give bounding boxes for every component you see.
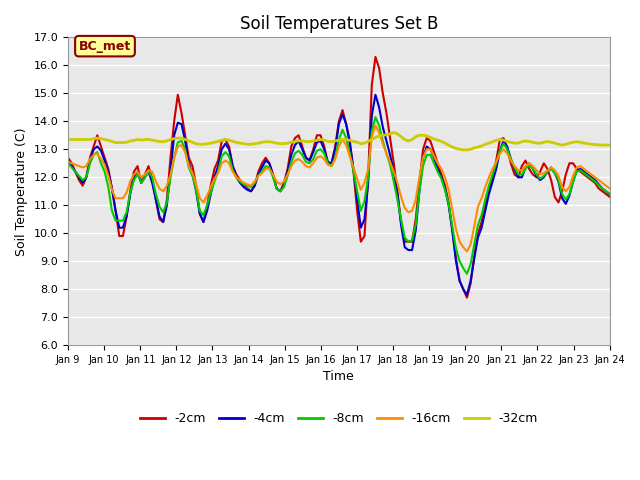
- Text: BC_met: BC_met: [79, 40, 131, 53]
- Y-axis label: Soil Temperature (C): Soil Temperature (C): [15, 127, 28, 255]
- Legend: -2cm, -4cm, -8cm, -16cm, -32cm: -2cm, -4cm, -8cm, -16cm, -32cm: [134, 407, 543, 430]
- X-axis label: Time: Time: [323, 371, 354, 384]
- Title: Soil Temperatures Set B: Soil Temperatures Set B: [239, 15, 438, 33]
